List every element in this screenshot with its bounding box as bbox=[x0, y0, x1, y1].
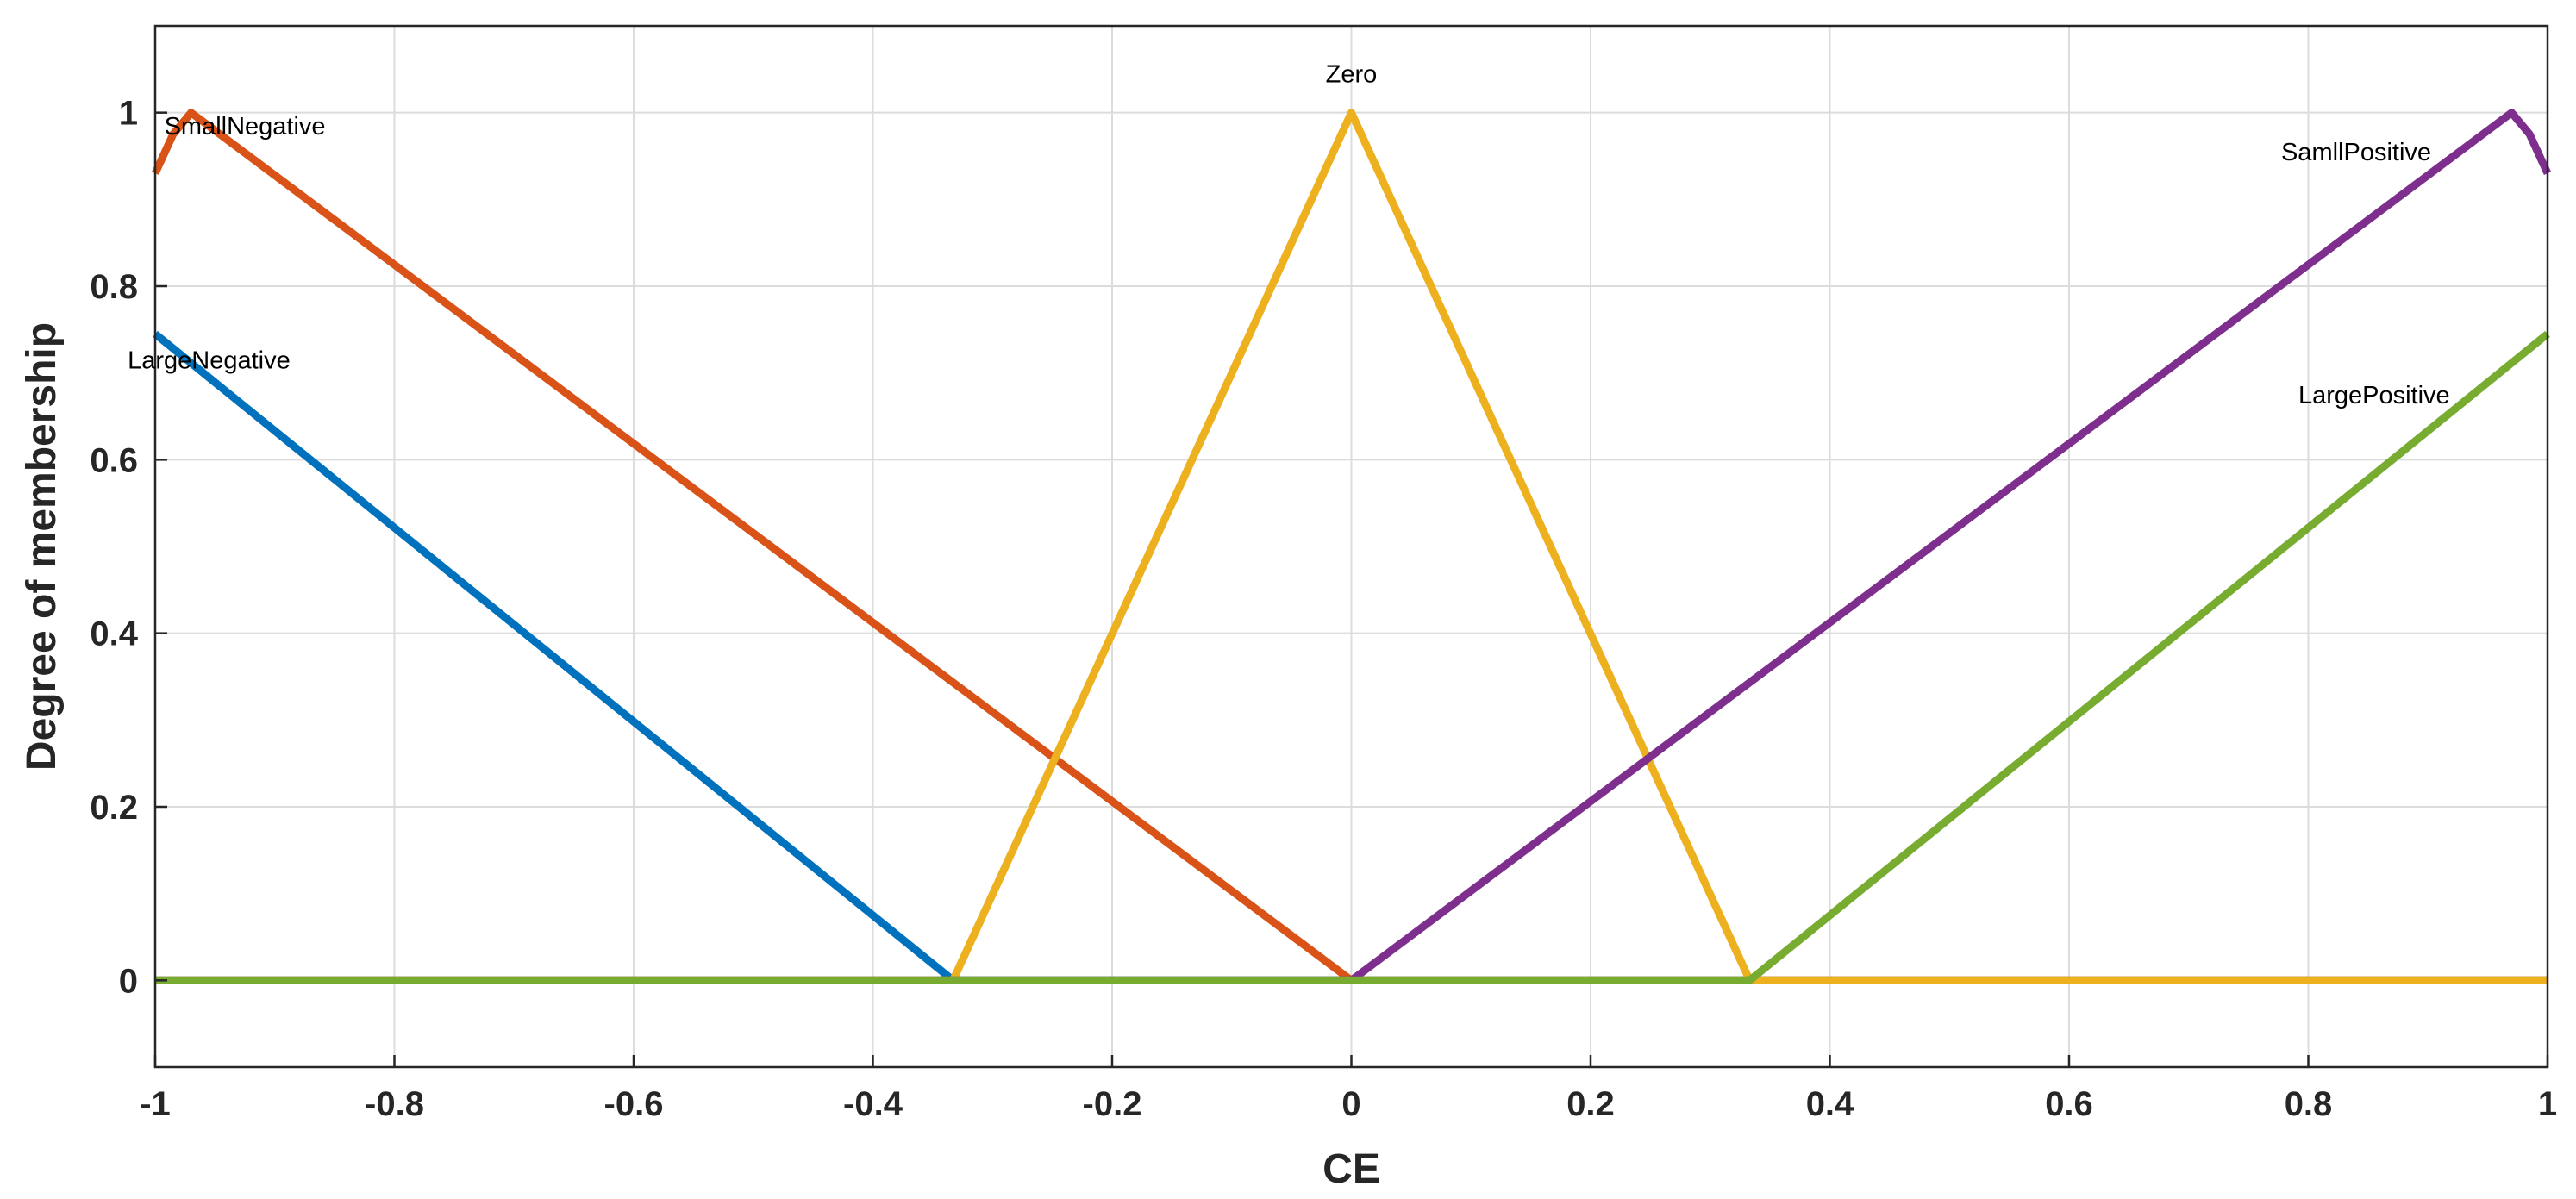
x-tick-label: 1 bbox=[2538, 1085, 2557, 1123]
series-lines bbox=[151, 109, 2552, 984]
x-tick-label: -0.8 bbox=[365, 1085, 424, 1123]
curve-label-zero: Zero bbox=[1326, 60, 1378, 88]
x-tick-label: -0.2 bbox=[1083, 1085, 1142, 1123]
y-axis-label: Degree of membership bbox=[19, 322, 65, 771]
x-tick-label: -0.4 bbox=[843, 1085, 903, 1123]
curve-label-largenegative: LargeNegative bbox=[128, 347, 291, 375]
y-tick-label: 0.8 bbox=[90, 268, 138, 306]
x-tick-label: 0.2 bbox=[1566, 1085, 1615, 1123]
y-tick-label: 0.6 bbox=[90, 441, 138, 479]
x-tick-label: 0.8 bbox=[2285, 1085, 2333, 1123]
curve-label-largepositive: LargePositive bbox=[2298, 382, 2450, 409]
curve-label-samllpositive: SamllPositive bbox=[2281, 139, 2431, 166]
y-tick-label: 1 bbox=[119, 95, 138, 133]
x-tick-label: 0.4 bbox=[1806, 1085, 1854, 1123]
x-tick-label: 0 bbox=[1341, 1085, 1360, 1123]
y-tick-label: 0.4 bbox=[90, 615, 138, 653]
grid bbox=[154, 26, 2548, 1067]
tick-labels: -1 -0.8 -0.6 -0.4 -0.2 0 0.2 0.4 0.6 0.8 1 0 0.2 0.4 0… bbox=[90, 95, 2557, 1123]
y-tick-label: 0.2 bbox=[90, 789, 138, 827]
curve-labels: LargeNegative SmallNegative Zero SamllPosit… bbox=[128, 60, 2450, 409]
curve-label-smallnegative: SmallNegative bbox=[165, 113, 326, 141]
x-axis-label: CE bbox=[1322, 1146, 1380, 1192]
x-tick-label: 0.6 bbox=[2045, 1085, 2093, 1123]
x-tick-label: -0.6 bbox=[604, 1085, 664, 1123]
x-tick-label: -1 bbox=[140, 1085, 171, 1123]
y-tick-label: 0 bbox=[119, 962, 138, 1000]
series-line-largepositive bbox=[155, 330, 2550, 984]
